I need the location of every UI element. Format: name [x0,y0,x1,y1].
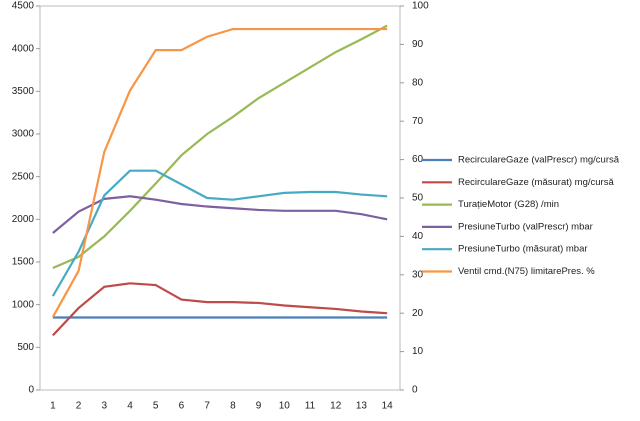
y-tick-label: 3500 [12,86,35,97]
series-line [52,195,388,234]
y2-tick-label: 70 [412,116,424,127]
y2-tick-label: 0 [412,385,418,396]
series-line [52,24,388,269]
y2-tick-label: 80 [412,77,424,88]
y2-tick-label: 10 [412,346,424,357]
y-tick-label: 3000 [12,129,35,140]
y-tick-label: 1500 [12,257,35,268]
y2-tick-label: 30 [412,269,424,280]
legend-label: PresiuneTurbo (valPrescr) mbar [458,221,593,232]
x-tick-label: 9 [256,401,262,412]
legend-label: TurațieMotor (G28) /min [458,199,559,210]
x-tick-label: 3 [102,401,108,412]
x-tick-label: 2 [76,401,82,412]
y-tick-label: 1000 [12,299,35,310]
y-tick-label: 0 [28,385,34,396]
x-tick-label: 13 [356,401,368,412]
x-tick-label: 1 [50,401,56,412]
x-tick-label: 14 [382,401,394,412]
y-tick-label: 4500 [12,1,35,12]
y2-tick-label: 40 [412,231,424,242]
x-tick-label: 12 [330,401,342,412]
y-tick-label: 500 [17,342,34,353]
y2-tick-label: 50 [412,193,424,204]
y2-tick-label: 20 [412,308,424,319]
legend-label: RecirculareGaze (măsurat) mg/cursă [458,177,614,188]
series-line [51,169,388,297]
legend-label: PresiuneTurbo (măsurat) mbar [458,244,588,255]
series-line [52,282,388,337]
y2-tick-label: 100 [412,1,429,12]
y-tick-label: 2000 [12,214,35,225]
x-tick-label: 7 [204,401,210,412]
x-tick-label: 4 [127,401,133,412]
legend-label: Ventil cmd.(N75) limitarePres. % [458,266,595,277]
y-tick-label: 2500 [12,171,35,182]
x-tick-label: 10 [279,401,291,412]
legend-label: RecirculareGaze (valPrescr) mg/cursă [458,155,620,166]
y-tick-label: 4000 [12,43,35,54]
x-tick-label: 8 [230,401,236,412]
y2-tick-label: 60 [412,154,424,165]
y2-tick-label: 90 [412,39,424,50]
x-tick-label: 5 [153,401,159,412]
series-line [51,27,388,318]
x-tick-label: 11 [305,401,316,412]
x-tick-label: 6 [179,401,185,412]
